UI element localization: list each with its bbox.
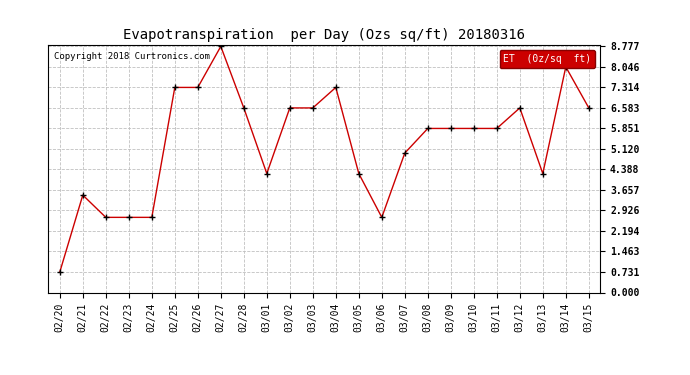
Title: Evapotranspiration  per Day (Ozs sq/ft) 20180316: Evapotranspiration per Day (Ozs sq/ft) 2… <box>124 28 525 42</box>
Legend: ET  (0z/sq  ft): ET (0z/sq ft) <box>500 50 595 68</box>
Text: Copyright 2018 Curtronics.com: Copyright 2018 Curtronics.com <box>54 53 210 62</box>
